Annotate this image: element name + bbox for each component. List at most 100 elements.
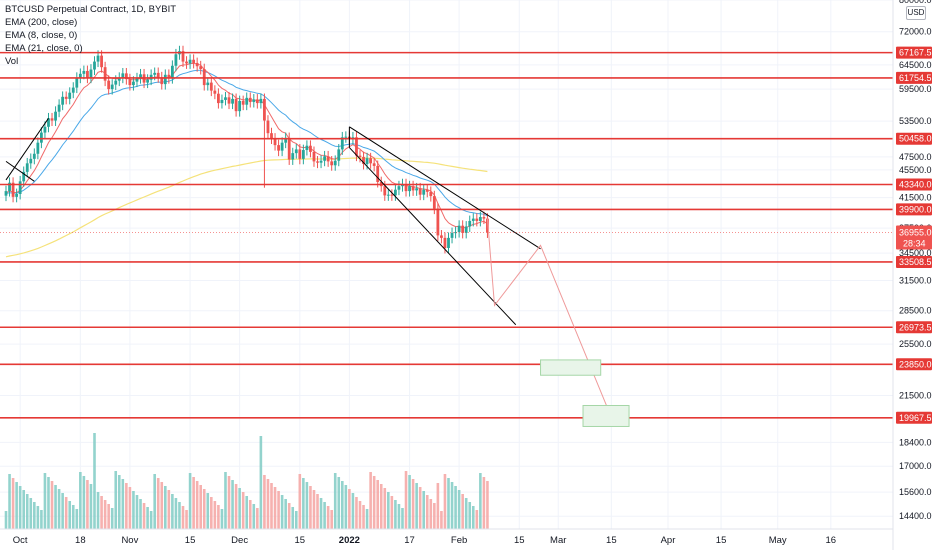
volume-bar xyxy=(387,492,390,529)
level-badge-label: 33508.5 xyxy=(899,257,932,267)
volume-bar xyxy=(326,506,330,529)
volume-bar xyxy=(22,490,25,529)
candle-body xyxy=(57,104,61,112)
candle-body xyxy=(231,98,234,104)
candle-body xyxy=(365,158,369,164)
volume-bar xyxy=(337,477,341,529)
ema8-line xyxy=(5,62,488,229)
candle xyxy=(464,221,468,239)
volume-bar xyxy=(231,480,234,529)
candle xyxy=(68,87,72,105)
volume-bar xyxy=(266,479,270,529)
candle-body xyxy=(333,160,337,166)
volume-bar xyxy=(436,483,440,529)
candle xyxy=(287,132,291,165)
volume-bar xyxy=(139,499,142,529)
volume-bar xyxy=(365,509,369,529)
candle-body xyxy=(50,118,54,121)
candle xyxy=(209,77,213,97)
candle-body xyxy=(124,73,128,80)
volume-bar xyxy=(25,494,29,529)
candle-body xyxy=(404,184,408,192)
candle-body xyxy=(252,99,256,103)
candle xyxy=(432,190,436,215)
candle xyxy=(259,93,263,109)
candle-body xyxy=(284,137,288,143)
candle xyxy=(326,150,330,167)
volume-bar xyxy=(33,502,36,529)
candle-body xyxy=(64,96,68,99)
candle xyxy=(266,115,270,139)
candle-body xyxy=(32,153,36,159)
volume-bar xyxy=(234,484,238,529)
volume-bar xyxy=(450,482,454,529)
candle xyxy=(124,67,128,85)
volume-bar xyxy=(471,506,475,529)
volume-bar xyxy=(383,488,387,529)
candle-body xyxy=(390,194,394,196)
volume-bar xyxy=(213,501,217,529)
volume-bar xyxy=(287,503,291,529)
candle-body xyxy=(397,186,401,190)
candle xyxy=(195,57,199,72)
x-tick-label: 2022 xyxy=(339,535,360,546)
candle xyxy=(404,178,408,197)
candle xyxy=(117,72,121,87)
volume-bar xyxy=(433,503,436,529)
candle-body xyxy=(450,232,454,238)
candle xyxy=(475,213,479,227)
candle xyxy=(75,72,79,94)
candle-body xyxy=(209,82,213,91)
volume-bar xyxy=(117,475,121,529)
candle xyxy=(418,182,422,201)
candle xyxy=(29,153,33,169)
candle-body xyxy=(75,77,79,88)
candle xyxy=(291,147,295,165)
candle xyxy=(305,140,309,156)
volume-bar xyxy=(305,482,309,529)
candle-body xyxy=(309,145,312,152)
candle xyxy=(64,91,68,105)
chart-legend: BTCUSD Perpetual Contract, 1D, BYBIT EMA… xyxy=(5,3,176,68)
candle xyxy=(110,79,114,95)
volume-bar xyxy=(75,509,79,529)
volume-bar xyxy=(248,500,252,529)
candle-body xyxy=(319,160,323,163)
volume-bar xyxy=(351,493,355,529)
candle xyxy=(25,157,29,178)
candle xyxy=(128,73,132,91)
volume-bar xyxy=(277,491,280,529)
volume-bar xyxy=(71,505,75,529)
candle xyxy=(355,131,358,162)
ema200-line xyxy=(5,157,488,258)
candle xyxy=(4,185,8,202)
candle-body xyxy=(376,165,380,183)
volume-bar xyxy=(341,481,344,529)
x-tick-label: Oct xyxy=(13,535,28,546)
candle xyxy=(454,226,457,239)
volume-bar xyxy=(362,505,365,529)
candle xyxy=(450,227,454,244)
candle-body xyxy=(394,189,397,196)
y-tick-label: 72000.0 xyxy=(899,27,932,37)
volume-bar xyxy=(199,485,202,529)
candle-body xyxy=(43,126,47,133)
candle-body xyxy=(227,97,231,104)
volume-bar xyxy=(323,502,326,529)
candle-body xyxy=(411,186,415,191)
candle-body xyxy=(415,188,419,191)
candle-body xyxy=(259,98,263,104)
x-tick-label: Dec xyxy=(231,535,248,546)
volume-bar xyxy=(263,475,266,529)
candle-body xyxy=(355,137,358,156)
candle xyxy=(71,82,75,99)
candle xyxy=(411,180,415,196)
candle-body xyxy=(107,80,111,90)
volume-bar xyxy=(457,490,461,529)
candle xyxy=(213,85,217,100)
volume-bar xyxy=(185,510,188,529)
candle xyxy=(397,180,401,196)
currency-button[interactable]: USD xyxy=(906,6,926,20)
volume-bar xyxy=(4,511,8,529)
